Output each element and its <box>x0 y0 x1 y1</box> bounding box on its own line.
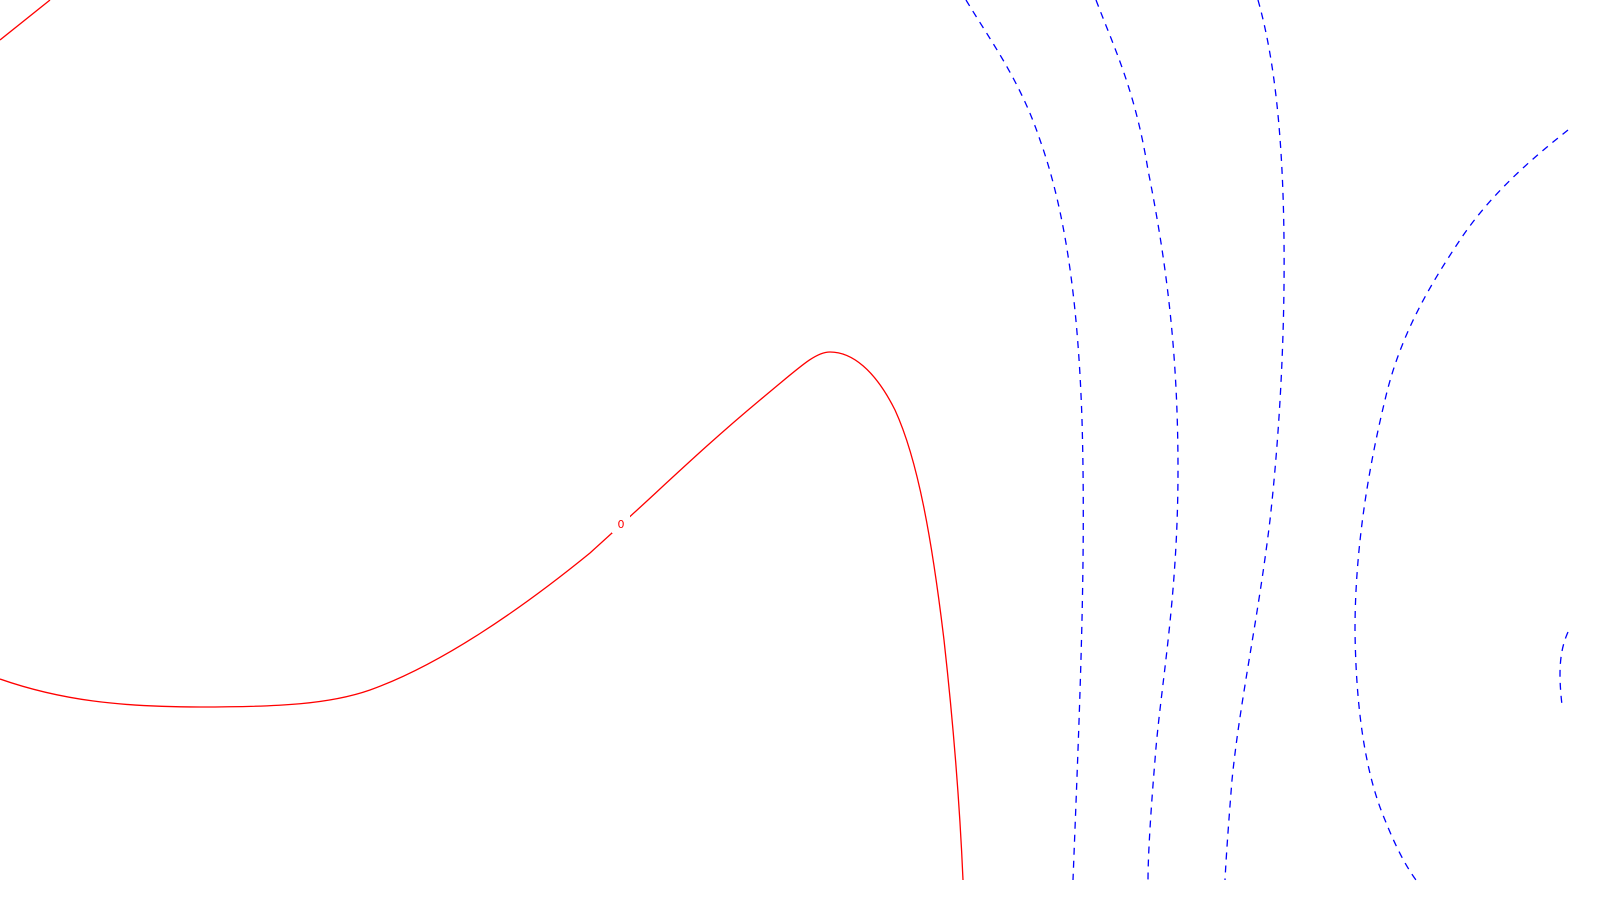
negative-contour-5 <box>1559 631 1569 706</box>
zero-contour-label: 0 <box>618 518 625 531</box>
zero-contour-label-mask <box>612 513 630 533</box>
negative-contour-3 <box>1224 0 1285 881</box>
negative-contour-4 <box>1354 129 1569 881</box>
zero-contour-main <box>0 351 964 881</box>
negative-contour-2 <box>1095 0 1179 881</box>
zero-contour-corner <box>0 0 51 41</box>
negative-contour-1 <box>965 0 1084 881</box>
